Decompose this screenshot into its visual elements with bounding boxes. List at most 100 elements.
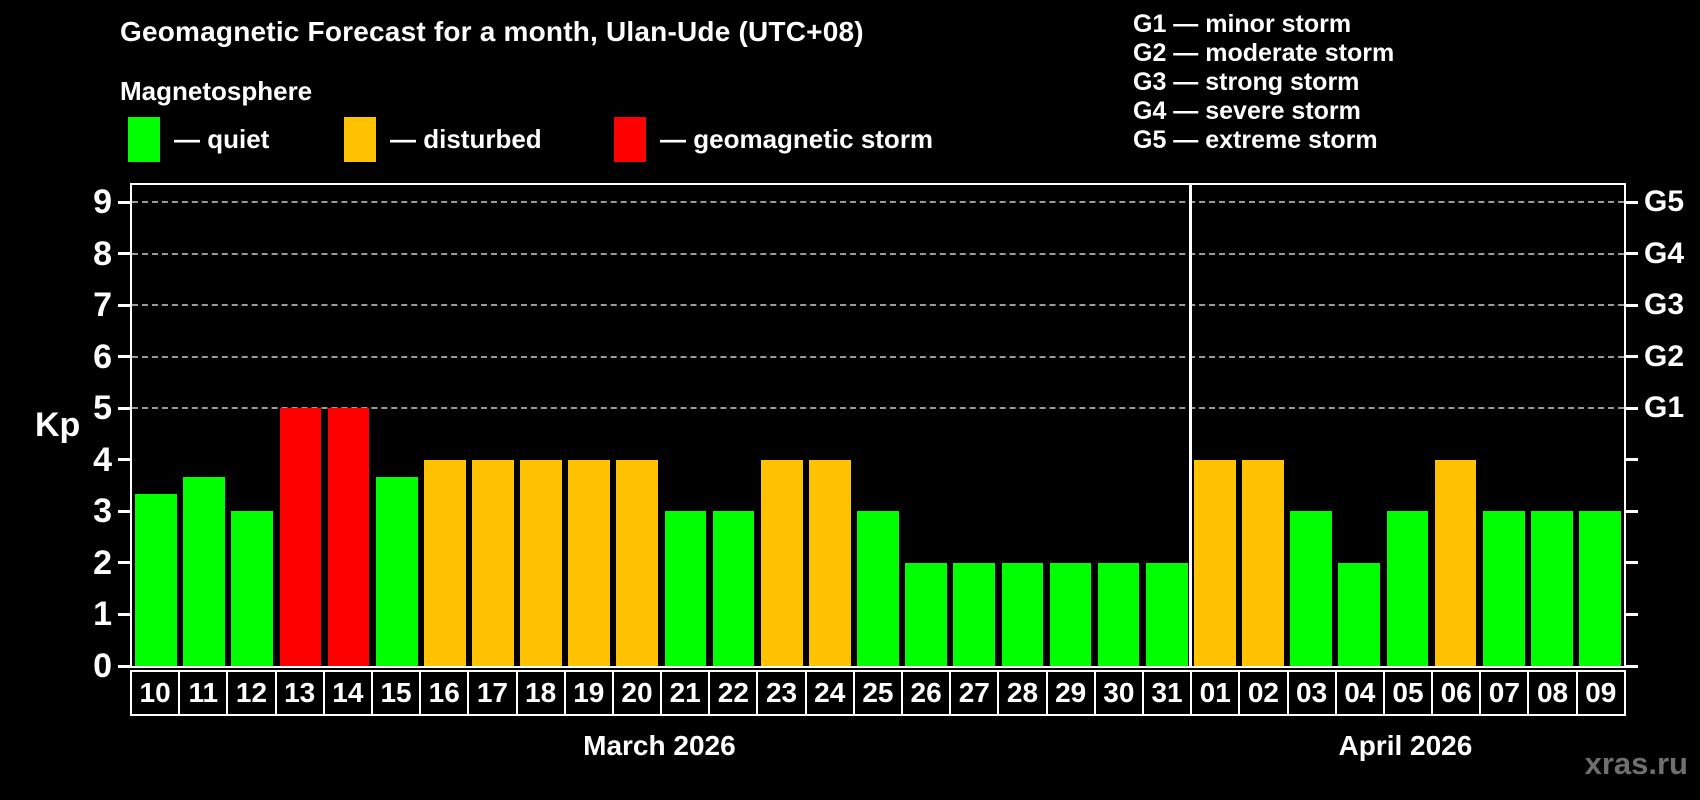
y-tick-label-6: 6 <box>93 337 112 376</box>
legend-label-storm: — geomagnetic storm <box>660 124 934 154</box>
y-tick-left-3 <box>118 509 130 513</box>
g-legend-line-g2: G2 — moderate storm <box>1133 39 1395 67</box>
y-tick-label-7: 7 <box>93 286 112 325</box>
day-cell-27: 27 <box>949 670 1000 716</box>
legend-label-quiet: — quiet <box>174 124 270 154</box>
y-tick-left-7 <box>118 303 130 307</box>
y-tick-left-4 <box>118 458 130 462</box>
kp-bar-day-27 <box>953 562 996 666</box>
y-tick-right-0 <box>1626 664 1638 668</box>
kp-bar-day-09 <box>1579 511 1621 666</box>
day-cell-18: 18 <box>515 670 566 716</box>
y-tick-right-9 <box>1626 200 1638 204</box>
month-separator <box>1189 185 1193 666</box>
day-cell-19: 19 <box>563 670 614 716</box>
kp-bar-day-28 <box>1001 562 1044 666</box>
month-label-0: March 2026 <box>583 730 736 761</box>
quiet-color-swatch <box>128 117 160 162</box>
legend-item-quiet: — quiet <box>128 116 269 163</box>
kp-bar-day-04 <box>1338 562 1381 666</box>
gridline-kp-7 <box>132 304 1624 307</box>
page-title: Geomagnetic Forecast for a month, Ulan-U… <box>120 16 864 47</box>
gridline-kp-9 <box>132 201 1624 203</box>
legend-item-disturbed: — disturbed <box>344 116 542 163</box>
kp-bar-day-30 <box>1097 562 1140 666</box>
kp-bar-day-02 <box>1242 459 1284 666</box>
day-cell-31: 31 <box>1141 670 1193 716</box>
y-tick-right-5 <box>1626 406 1638 410</box>
plot-area <box>130 183 1626 668</box>
subtitle-magnetosphere: Magnetosphere <box>120 76 313 106</box>
kp-bar-day-14 <box>327 408 370 666</box>
month-label-1: April 2026 <box>1338 730 1473 761</box>
gridline-kp-6 <box>132 355 1624 358</box>
day-cell-10: 10 <box>130 670 181 716</box>
gridline-kp-8 <box>132 252 1624 255</box>
day-cell-28: 28 <box>997 670 1048 716</box>
legend-item-storm: — geomagnetic storm <box>614 116 933 163</box>
y-tick-right-8 <box>1626 252 1638 256</box>
g-legend-line-g4: G4 — severe storm <box>1133 97 1361 125</box>
y-tick-right-3 <box>1626 509 1638 513</box>
kp-bar-day-05 <box>1386 511 1429 666</box>
kp-bar-day-26 <box>905 562 947 666</box>
y-tick-label-0: 0 <box>93 647 112 685</box>
kp-bar-day-29 <box>1049 562 1092 666</box>
kp-bar-day-03 <box>1290 511 1332 666</box>
kp-bar-day-23 <box>760 459 803 666</box>
day-cell-16: 16 <box>419 670 470 716</box>
day-cell-24: 24 <box>804 670 855 716</box>
day-cell-26: 26 <box>901 670 952 716</box>
right-axis-g-label-g5: G5 <box>1644 185 1685 218</box>
day-cell-01: 01 <box>1190 670 1241 716</box>
y-tick-right-6 <box>1626 355 1638 359</box>
legend-label-disturbed: — disturbed <box>390 124 542 154</box>
day-cell-08: 08 <box>1527 670 1578 716</box>
day-cell-02: 02 <box>1238 670 1289 716</box>
kp-bar-day-07 <box>1482 511 1525 666</box>
y-tick-label-5: 5 <box>93 389 112 428</box>
kp-bar-day-19 <box>568 459 611 666</box>
kp-bar-day-01 <box>1194 459 1236 666</box>
right-axis-g-label-g3: G3 <box>1644 288 1685 322</box>
kp-bar-day-25 <box>857 511 899 666</box>
y-tick-label-3: 3 <box>93 492 112 531</box>
kp-bar-day-11 <box>183 476 226 666</box>
y-tick-right-4 <box>1626 458 1638 462</box>
day-cell-03: 03 <box>1286 670 1337 716</box>
day-cell-06: 06 <box>1431 670 1482 716</box>
g-legend-line-g5: G5 — extreme storm <box>1133 126 1378 154</box>
g-legend-line-g1: G1 — minor storm <box>1133 10 1352 38</box>
y-tick-right-7 <box>1626 303 1638 307</box>
y-tick-right-2 <box>1626 561 1638 565</box>
kp-bar-day-20 <box>616 459 659 666</box>
day-cell-04: 04 <box>1334 670 1385 716</box>
day-cell-13: 13 <box>274 670 325 716</box>
kp-bar-day-06 <box>1434 459 1477 666</box>
g-scale-legend: G1 — minor storm G2 — moderate storm G3 … <box>1133 10 1394 155</box>
day-cell-05: 05 <box>1382 670 1434 716</box>
kp-bar-day-17 <box>472 459 514 666</box>
y-tick-left-2 <box>118 561 130 565</box>
day-cell-17: 17 <box>467 670 518 716</box>
day-cell-12: 12 <box>226 670 277 716</box>
y-tick-right-1 <box>1626 612 1638 616</box>
day-cell-25: 25 <box>852 670 903 716</box>
watermark: xras.ru <box>1584 746 1688 781</box>
y-tick-label-2: 2 <box>93 543 112 582</box>
right-axis-g-label-g1: G1 <box>1644 391 1685 425</box>
y-tick-label-4: 4 <box>93 440 112 479</box>
kp-bar-day-31 <box>1145 562 1188 666</box>
kp-bar-day-18 <box>520 459 562 666</box>
day-cell-23: 23 <box>756 670 807 716</box>
y-tick-label-1: 1 <box>93 595 112 634</box>
day-cell-30: 30 <box>1093 670 1144 716</box>
y-tick-left-1 <box>118 612 130 616</box>
kp-bar-day-16 <box>423 459 466 666</box>
gridline-kp-5 <box>132 407 1624 410</box>
y-tick-left-6 <box>118 355 130 359</box>
kp-bar-day-24 <box>809 459 851 666</box>
storm-color-swatch <box>614 117 646 162</box>
kp-bar-day-10 <box>135 494 177 666</box>
day-cell-14: 14 <box>322 670 373 716</box>
